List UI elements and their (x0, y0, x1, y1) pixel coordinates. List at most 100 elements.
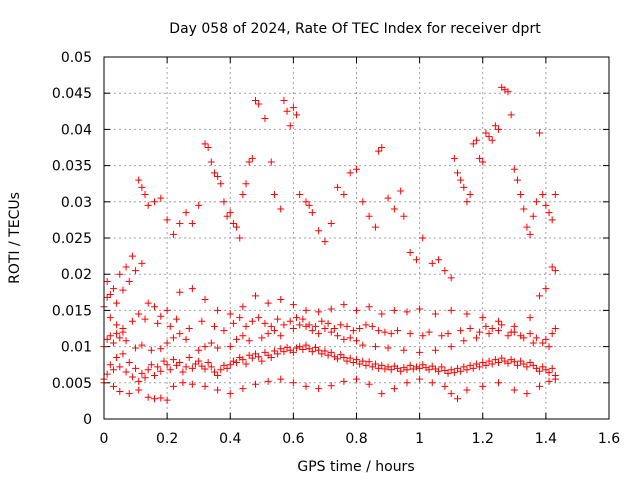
data-point (141, 191, 149, 199)
data-point (315, 346, 323, 354)
data-point (207, 339, 215, 347)
data-point (201, 140, 209, 148)
data-point (340, 335, 348, 343)
data-point (403, 379, 411, 387)
data-point (176, 359, 184, 367)
data-point (220, 327, 228, 335)
data-point (542, 285, 550, 293)
data-point (302, 341, 310, 349)
data-point (353, 337, 360, 345)
data-point (548, 330, 556, 338)
data-point (157, 367, 165, 375)
x-tick-label: 0.4 (219, 431, 241, 447)
data-point (106, 332, 114, 340)
data-point (378, 361, 386, 369)
data-point (460, 363, 468, 371)
data-point (315, 227, 323, 235)
data-point (454, 395, 461, 403)
data-point (504, 359, 512, 367)
data-point (548, 263, 556, 271)
data-point (245, 351, 253, 359)
data-point (507, 111, 515, 119)
data-point (214, 306, 222, 314)
data-point (201, 382, 209, 390)
data-point (416, 364, 424, 372)
data-point (419, 332, 427, 340)
data-point (334, 355, 342, 363)
data-point (349, 327, 357, 335)
data-point (340, 191, 348, 199)
x-tick-label: 1.4 (535, 431, 557, 447)
data-point (169, 230, 177, 238)
data-point (226, 343, 234, 351)
data-point (169, 356, 177, 364)
data-point (472, 360, 480, 368)
data-point (447, 366, 455, 374)
data-point (163, 339, 171, 347)
y-tick-label: 0.045 (52, 86, 92, 102)
data-point (457, 327, 465, 335)
data-point (428, 259, 436, 267)
data-point (179, 379, 187, 387)
data-point (103, 370, 111, 378)
x-tick-label: 0.8 (345, 431, 367, 447)
data-point (182, 209, 190, 217)
data-point (346, 354, 354, 362)
data-point (302, 322, 310, 330)
data-point (479, 314, 487, 322)
data-point (109, 339, 117, 347)
data-point (536, 382, 544, 390)
data-point (359, 357, 367, 365)
data-point (119, 286, 127, 294)
data-point (384, 194, 392, 202)
data-point (321, 347, 329, 355)
data-point (510, 358, 518, 366)
data-point (125, 390, 133, 398)
data-point (135, 176, 143, 184)
data-point (176, 220, 184, 228)
data-point (106, 290, 114, 298)
data-point (138, 183, 146, 191)
data-point (147, 346, 155, 354)
data-point (258, 357, 266, 365)
data-point (517, 332, 525, 340)
data-point (261, 319, 269, 327)
data-point (210, 322, 218, 330)
data-point (229, 220, 237, 228)
x-tick-label: 0 (100, 431, 109, 447)
data-point (267, 322, 275, 330)
data-point (447, 343, 455, 351)
data-point (441, 366, 449, 374)
data-point (536, 367, 544, 375)
data-point (233, 359, 241, 367)
data-point (210, 169, 218, 177)
data-point (397, 367, 405, 375)
data-point (132, 364, 140, 372)
data-point (447, 306, 455, 314)
data-point (229, 319, 237, 327)
data-point (365, 358, 373, 366)
data-point (454, 169, 461, 177)
data-point (340, 301, 348, 309)
data-point (261, 115, 269, 123)
data-point (103, 293, 111, 301)
data-point (280, 96, 288, 104)
data-point (327, 305, 335, 313)
data-point (498, 321, 506, 329)
data-point (457, 176, 465, 184)
data-point (226, 209, 234, 217)
data-point (286, 122, 294, 130)
data-point (482, 129, 490, 137)
data-point (119, 325, 127, 332)
data-point (141, 374, 149, 382)
data-point (349, 359, 357, 367)
data-point (359, 341, 367, 349)
data-point (270, 191, 278, 199)
data-point (138, 341, 146, 349)
data-point (188, 285, 196, 293)
data-point (485, 133, 493, 141)
data-point (103, 335, 111, 343)
data-point (277, 296, 285, 304)
data-point (239, 303, 247, 311)
y-tick-label: 0.01 (61, 340, 92, 356)
